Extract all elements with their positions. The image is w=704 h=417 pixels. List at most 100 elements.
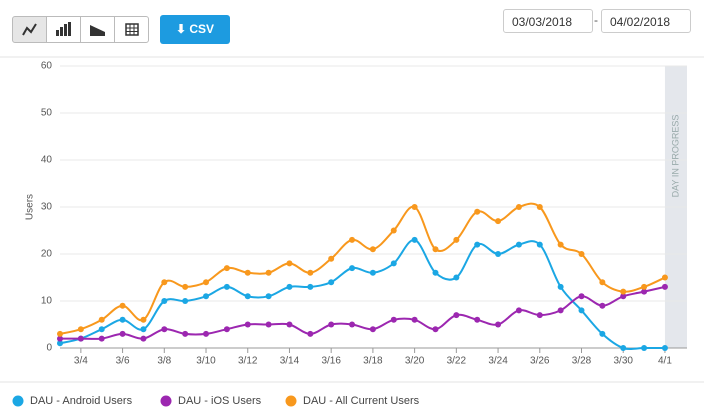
icon xyxy=(22,23,37,36)
data-point xyxy=(453,274,460,281)
data-point xyxy=(77,335,84,342)
data-point xyxy=(369,246,376,253)
data-point xyxy=(140,326,147,333)
data-point xyxy=(140,316,147,323)
data-point xyxy=(244,321,251,328)
icon xyxy=(125,23,139,36)
data-point xyxy=(286,283,293,290)
data-point xyxy=(98,326,105,333)
data-point xyxy=(432,269,439,276)
series-line xyxy=(60,285,666,340)
x-tick-label: 3/4 xyxy=(74,356,88,367)
date-separator: - xyxy=(594,13,598,27)
data-point xyxy=(390,316,397,323)
download-icon: ⬇ xyxy=(175,22,190,36)
data-point xyxy=(223,265,230,272)
data-point xyxy=(203,279,210,286)
data-point xyxy=(557,241,564,248)
data-point xyxy=(515,241,522,248)
x-tick-label: 3/6 xyxy=(116,356,130,367)
data-point xyxy=(307,330,314,337)
data-point xyxy=(432,246,439,253)
in-progress-label: DAY IN PROGRESS xyxy=(670,115,680,198)
data-point xyxy=(578,293,585,300)
data-point xyxy=(307,283,314,290)
table-view-button[interactable] xyxy=(114,16,149,43)
end-date[interactable]: 04/02/2018 xyxy=(601,9,691,33)
bar-view-button[interactable] xyxy=(46,16,81,43)
data-point xyxy=(474,316,481,323)
x-tick-label: 3/20 xyxy=(405,356,425,367)
data-point xyxy=(536,204,543,210)
y-tick-label: 30 xyxy=(41,202,53,213)
x-tick-label: 3/18 xyxy=(363,356,383,367)
data-point xyxy=(349,321,356,328)
data-point xyxy=(599,302,606,309)
start-date[interactable]: 03/03/2018 xyxy=(503,9,593,33)
data-point xyxy=(661,283,668,290)
data-point xyxy=(474,241,481,248)
data-point xyxy=(515,204,522,210)
data-point xyxy=(98,316,105,323)
data-point xyxy=(223,326,230,333)
x-tick-label: 3/16 xyxy=(321,356,341,367)
area-view-button[interactable] xyxy=(80,16,115,43)
icon xyxy=(90,25,105,36)
data-point xyxy=(244,293,251,300)
data-point xyxy=(328,279,335,286)
data-point xyxy=(474,208,481,215)
x-tick-label: 3/28 xyxy=(572,356,592,367)
data-point xyxy=(182,298,189,304)
data-point xyxy=(661,345,668,351)
legend-swatch xyxy=(285,395,297,407)
data-point xyxy=(661,274,668,281)
data-point xyxy=(557,283,564,290)
data-point xyxy=(620,293,627,300)
data-point xyxy=(557,307,564,314)
x-tick-label: 3/26 xyxy=(530,356,550,367)
data-point xyxy=(620,288,627,295)
data-point xyxy=(599,279,606,286)
data-point xyxy=(223,283,230,290)
x-tick-label: 3/10 xyxy=(196,356,216,367)
line-view-button[interactable] xyxy=(12,16,47,43)
y-tick-label: 50 xyxy=(41,108,53,119)
data-point xyxy=(453,236,460,243)
data-point xyxy=(495,251,502,257)
data-point xyxy=(57,340,63,347)
x-tick-label: 4/1 xyxy=(658,356,672,367)
data-point xyxy=(536,312,543,319)
legend-label: DAU - iOS Users xyxy=(178,395,262,407)
x-tick-label: 3/12 xyxy=(238,356,258,367)
data-point xyxy=(161,326,168,333)
y-axis-label: Users xyxy=(25,194,36,220)
data-point xyxy=(119,330,126,337)
data-point xyxy=(119,316,126,323)
y-tick-label: 40 xyxy=(41,155,53,166)
data-point xyxy=(349,265,356,272)
data-point xyxy=(641,345,648,351)
data-point xyxy=(432,326,439,333)
data-point xyxy=(57,335,63,342)
data-point xyxy=(77,326,84,333)
data-point xyxy=(328,255,335,262)
data-point xyxy=(578,251,585,257)
data-point xyxy=(161,279,168,286)
legend-swatch xyxy=(12,395,24,407)
data-point xyxy=(578,307,585,314)
data-point xyxy=(182,283,189,290)
data-point xyxy=(77,335,84,342)
data-point xyxy=(411,316,418,323)
data-point xyxy=(495,321,502,328)
y-tick-label: 10 xyxy=(41,296,53,307)
data-point xyxy=(203,330,210,337)
csv-button[interactable]: ⬇ CSV xyxy=(160,15,230,44)
data-point xyxy=(265,293,272,300)
data-point xyxy=(369,326,376,333)
x-tick-label: 3/30 xyxy=(613,356,633,367)
data-point xyxy=(411,236,418,243)
legend-label: DAU - Android Users xyxy=(30,395,133,407)
data-point xyxy=(286,260,293,267)
